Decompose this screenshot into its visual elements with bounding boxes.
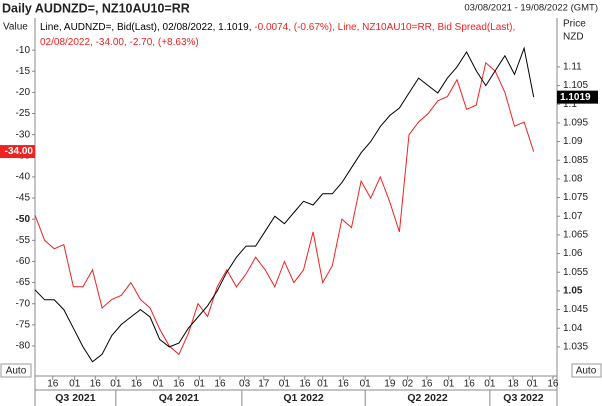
y2-tick-label: 1.05: [563, 286, 583, 297]
y2-axis-title: NZD: [563, 32, 584, 43]
y2-tick-label: 1.065: [563, 230, 588, 241]
x-tick-label: 01: [110, 379, 122, 390]
y2-tick-label: 1.1: [563, 99, 577, 110]
x-tick-label: 16: [173, 379, 185, 390]
x-tick-label: 18: [508, 379, 520, 390]
y-tick-label: -20: [16, 87, 31, 98]
y2-tick-label: 1.095: [563, 118, 588, 129]
x-tick-label: 17: [258, 379, 270, 390]
series-line: [34, 46, 535, 363]
y-tick-label: -45: [16, 193, 31, 204]
x-tick-label: 02: [402, 379, 414, 390]
y2-tick-label: 1.09: [563, 136, 583, 147]
y2-tick-label: 1.105: [563, 80, 588, 91]
autoscale-box[interactable]: [0, 363, 32, 378]
y-tick-label: -50: [16, 214, 31, 225]
x-tick-label: 03: [239, 379, 251, 390]
last-value-label: -34.00: [5, 146, 34, 157]
legend-line: 02/08/2022, -34.00, -2.70, (+8.63%): [40, 37, 199, 48]
x-tick-label: 16: [464, 379, 476, 390]
legend-text: Line, AUDNZD=, Bid(Last), 02/08/2022, 1.…: [40, 22, 252, 33]
legend-text: 02/08/2022, -34.00, -2.70, (+8.63%): [40, 37, 199, 48]
y2-tick-label: 1.04: [563, 323, 583, 334]
y-tick-label: -30: [16, 129, 31, 140]
x-tick-label: 19: [384, 379, 396, 390]
x-tick-label: 16: [131, 379, 143, 390]
series-line: [34, 61, 535, 356]
x-tick-label: 16: [214, 379, 226, 390]
last-value-badge: [557, 90, 598, 104]
x-tick-label: 16: [90, 379, 102, 390]
x-tick-label: 01: [194, 379, 206, 390]
y-tick-label: -40: [16, 172, 31, 183]
y-tick-label: -55: [16, 235, 31, 246]
y-tick-label: -65: [16, 277, 31, 288]
x-tick-label: 01: [153, 379, 165, 390]
x-tick-label: 16: [547, 379, 559, 390]
quarter-label: Q4 2021: [159, 392, 199, 404]
x-tick-label: 01: [443, 379, 455, 390]
y-axis-title: Value: [3, 22, 28, 33]
y2-tick-label: 1.08: [563, 174, 583, 185]
y2-tick-label: 1.11: [563, 62, 582, 73]
legend-line: Line, AUDNZD=, Bid(Last), 02/08/2022, 1.…: [40, 22, 515, 33]
autoscale-box[interactable]: [571, 363, 602, 378]
y2-tick-label: 1.035: [563, 342, 588, 353]
y-tick-label: -10: [16, 45, 31, 56]
date-range: 03/08/2021 - 19/08/2022 (GMT): [464, 3, 598, 14]
y-tick-label: -60: [16, 256, 31, 267]
quarter-label: Q2 2022: [407, 392, 447, 404]
autoscale-label[interactable]: Auto: [576, 366, 597, 377]
y2-tick-label: 1.07: [563, 211, 583, 222]
x-tick-label: 16: [338, 379, 350, 390]
y2-tick-label: 1.06: [563, 248, 583, 259]
autoscale-label[interactable]: Auto: [6, 366, 27, 377]
y2-tick-label: 1.075: [563, 192, 588, 203]
last-value-label: 1.1019: [560, 92, 591, 103]
x-tick-label: 01: [279, 379, 291, 390]
quarter-label: Q3 2021: [55, 392, 95, 404]
x-tick-label: 01: [317, 379, 329, 390]
y-tick-label: -25: [16, 108, 31, 119]
x-tick-label: 01: [69, 379, 81, 390]
legend-text: -0.0074, (-0.67%), Line, NZ10AU10=RR, Bi…: [252, 22, 516, 33]
x-tick-label: 16: [299, 379, 311, 390]
last-value-badge: [0, 145, 35, 159]
x-tick-label: 01: [527, 379, 539, 390]
y2-tick-label: 1.045: [563, 304, 588, 315]
y-tick-label: -75: [16, 319, 31, 330]
y2-tick-label: 1.055: [563, 267, 588, 278]
y-tick-label: -80: [16, 341, 31, 352]
y-tick-label: -15: [16, 66, 31, 77]
x-tick-label: 01: [484, 379, 496, 390]
quarter-label: Q3 2022: [503, 392, 543, 404]
quarter-label: Q1 2022: [283, 392, 323, 404]
y-tick-label: -70: [16, 298, 31, 309]
y2-axis-title: Price: [563, 19, 586, 30]
x-tick-label: 16: [421, 379, 433, 390]
chart-title: Daily AUDNZD=, NZ10AU10=RR: [2, 1, 190, 15]
x-tick-label: 01: [360, 379, 372, 390]
y2-tick-label: 1.085: [563, 155, 588, 166]
x-tick-label: 16: [47, 379, 59, 390]
